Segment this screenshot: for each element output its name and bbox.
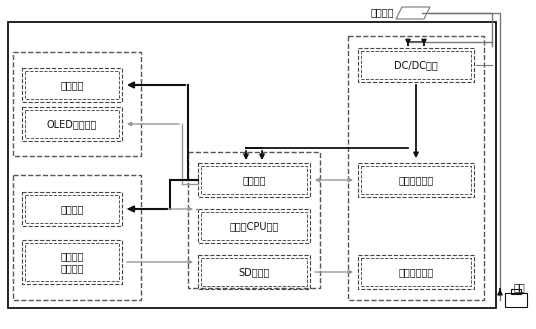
Bar [13,52,141,156]
Bar [25,71,119,99]
Text: SD卡电路: SD卡电路 [239,267,270,277]
Text: 太阳能板: 太阳能板 [370,7,394,17]
Text: 通断控制电路: 通断控制电路 [398,267,434,277]
Bar [201,166,307,194]
Text: 低功耗CPU电路: 低功耗CPU电路 [229,221,279,231]
Bar [511,289,521,294]
Text: 开关信号
采集电路: 开关信号 采集电路 [60,251,84,273]
Bar [348,36,484,300]
Text: OLED显示电路: OLED显示电路 [47,119,97,129]
Text: 串口通讯电路: 串口通讯电路 [398,175,434,185]
Bar [358,255,474,289]
Bar [25,110,119,138]
Text: 时钟电路: 时钟电路 [242,175,266,185]
Bar [198,163,310,197]
Bar [198,209,310,243]
Bar [22,107,122,141]
Bar [358,48,474,82]
Bar [198,255,310,289]
Bar [22,192,122,226]
Bar [22,68,122,102]
Bar [361,166,471,194]
Bar [201,212,307,240]
Text: 电池: 电池 [513,282,525,292]
Bar [358,163,474,197]
Text: 按键电路: 按键电路 [60,80,84,90]
Text: 放大电路: 放大电路 [60,204,84,214]
Bar [25,243,119,281]
Text: DC/DC电路: DC/DC电路 [394,60,438,70]
Bar [505,293,527,307]
Bar [188,152,320,288]
Bar [8,22,496,308]
Bar [201,258,307,286]
Bar [361,51,471,79]
Bar [25,195,119,223]
Bar [22,240,122,284]
Bar [13,175,141,300]
Bar [361,258,471,286]
